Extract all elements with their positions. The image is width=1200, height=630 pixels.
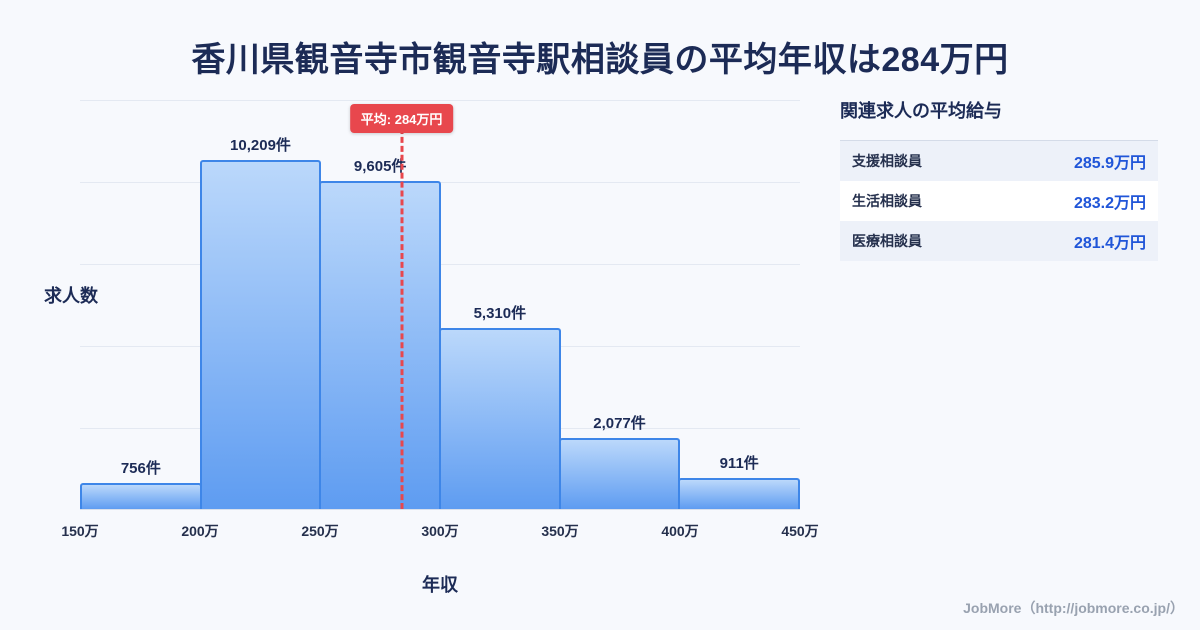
bar-value-label: 10,209件 [230, 137, 291, 154]
histogram-bar: 911件 [678, 455, 801, 509]
bar-value-label: 756件 [120, 460, 161, 477]
page-title: 香川県観音寺市観音寺駅相談員の平均年収は284万円 [191, 41, 1009, 79]
bar-value-label: 2,077件 [593, 415, 646, 432]
salary-table-row: 医療相談員 281.4万円 [840, 221, 1158, 261]
x-tick-label: 300万 [421, 523, 459, 539]
side-panel: 関連求人の平均給与 支援相談員 285.9万円生活相談員 283.2万円医療相談員 2… [840, 97, 1158, 261]
x-tick-label: 400万 [661, 523, 699, 539]
x-tick-label: 150万 [61, 523, 99, 539]
side-panel-heading: 関連求人の平均給与 [840, 101, 1002, 121]
bar-value-label: 9,605件 [353, 158, 407, 175]
bar-value-label: 911件 [719, 455, 759, 472]
bar-value-label: 5,310件 [473, 305, 527, 322]
histogram-bar: 10,209件 [199, 137, 322, 509]
salary-row-value: 283.2万円 [1073, 195, 1146, 212]
x-tick-label: 350万 [541, 523, 579, 539]
average-line [400, 128, 404, 509]
x-tick-label: 200万 [181, 523, 219, 539]
x-tick-label: 450万 [781, 523, 819, 539]
salary-row-label: 医療相談員 [852, 233, 922, 249]
x-tick-label: 250万 [301, 523, 339, 539]
histogram-bar: 9,605件 [319, 158, 442, 509]
bars: 756件 10,209件 9,605件 5,310件 2,077件 911件 [80, 100, 801, 509]
histogram-bar: 5,310件 [439, 305, 561, 509]
salary-table-row: 生活相談員 283.2万円 [840, 181, 1158, 221]
salary-row-label: 生活相談員 [852, 193, 922, 209]
salary-row-value: 281.4万円 [1073, 235, 1146, 252]
footer-credit: JobMore（http://jobmore.co.jp/） [963, 600, 1184, 616]
salary-row-label: 支援相談員 [852, 153, 922, 169]
average-badge: 平均: 284万円 [349, 104, 454, 133]
plot-area: 756件 10,209件 9,605件 5,310件 2,077件 911件 平均: 28… [80, 100, 801, 510]
salary-row-value: 285.9万円 [1073, 155, 1146, 172]
x-axis-title: 年収 [422, 575, 458, 595]
histogram-bar: 2,077件 [558, 415, 681, 509]
salary-table: 支援相談員 285.9万円生活相談員 283.2万円医療相談員 281.4万円 [840, 140, 1158, 261]
histogram-bar: 756件 [80, 460, 202, 509]
salary-table-row: 支援相談員 285.9万円 [840, 141, 1158, 181]
x-axis-ticks: 150万 200万 250万 300万 350万 400万 450万 [61, 521, 818, 543]
